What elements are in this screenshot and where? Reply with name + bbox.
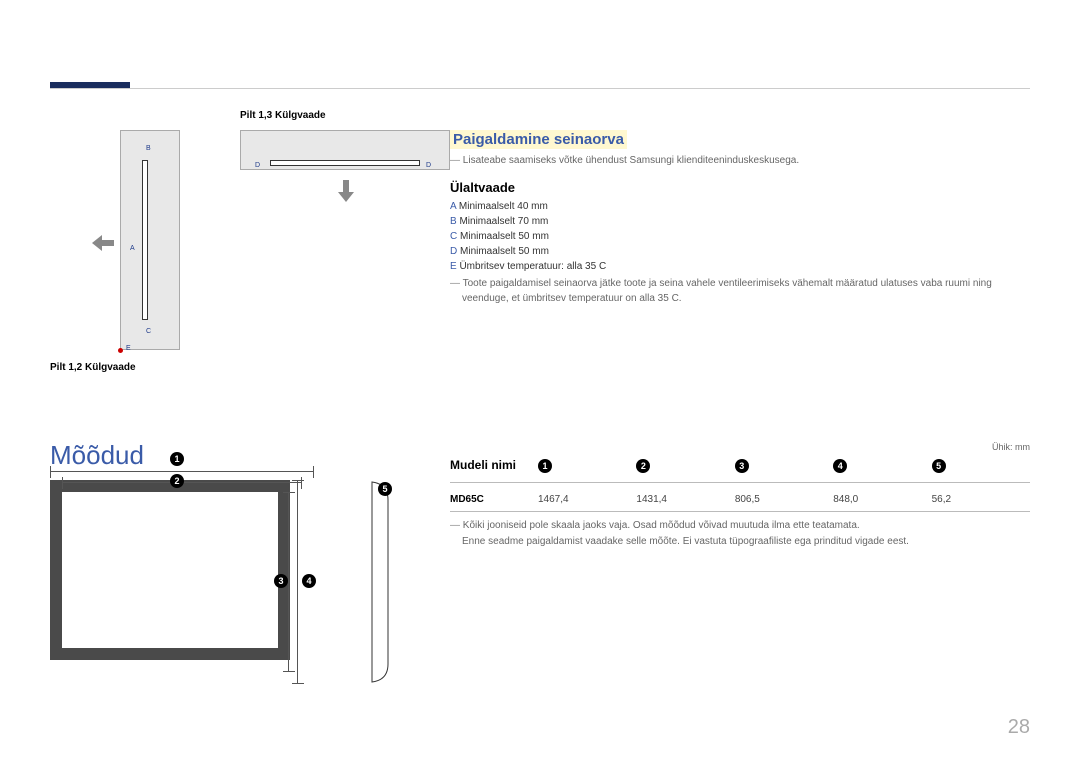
top-rule xyxy=(50,88,1030,89)
header-col-3: 3 xyxy=(735,456,833,474)
dimensions-notes: Kõiki jooniseid pole skaala jaoks vaja. … xyxy=(450,518,1030,550)
dim-marker-5: 5 xyxy=(378,482,392,496)
dim-note-1: Kõiki jooniseid pole skaala jaoks vaja. … xyxy=(450,518,1030,534)
header-col-1: 1 xyxy=(538,456,636,474)
spec-c: C Minimaalselt 50 mm xyxy=(450,231,1030,242)
dim-marker-1: 1 xyxy=(170,452,184,466)
dim-marker-3: 3 xyxy=(274,574,288,588)
letter-d: D xyxy=(450,246,457,257)
side-profile-figure xyxy=(370,480,394,684)
spec-a: A Minimaalselt 40 mm xyxy=(450,201,1030,212)
wall-recess xyxy=(120,130,180,350)
spec-c-text: Minimaalselt 50 mm xyxy=(460,231,549,242)
header-col-5: 5 xyxy=(932,456,1030,474)
dimensions-figure: 1 2 3 4 xyxy=(50,480,290,660)
dot-e-indicator xyxy=(118,348,123,353)
install-text: Paigaldamine seinaorva Lisateabe saamise… xyxy=(450,130,1030,306)
header-col-4: 4 xyxy=(833,456,931,474)
install-subheading: Ülaltvaade xyxy=(450,180,1030,195)
dimensions-table-header: Mudeli nimi 1 2 3 4 5 xyxy=(450,456,1030,483)
label-a: A xyxy=(130,245,135,252)
front-panel: 1 2 3 4 xyxy=(50,480,290,660)
label-b: B xyxy=(146,145,151,152)
unit-label: Ühik: mm xyxy=(992,442,1030,452)
header-col-2: 2 xyxy=(636,456,734,474)
dim-marker-4: 4 xyxy=(302,574,316,588)
dim-note-2: Enne seadme paigaldamist vaadake selle m… xyxy=(450,534,1030,550)
page-number: 28 xyxy=(1008,716,1030,739)
val-5: 56,2 xyxy=(932,494,1030,505)
label-d-left: D xyxy=(255,162,260,169)
install-title: Paigaldamine seinaorva xyxy=(450,130,627,149)
dim-marker-2: 2 xyxy=(170,474,184,488)
dimensions-table-row: MD65C 1467,4 1431,4 806,5 848,0 56,2 xyxy=(450,490,1030,512)
device-top xyxy=(270,160,420,166)
label-d-right: D xyxy=(426,162,431,169)
spec-e: E Ümbritsev temperatuur: alla 35 C xyxy=(450,261,1030,272)
label-c: C xyxy=(146,328,151,335)
val-1: 1467,4 xyxy=(538,494,636,505)
install-body: Toote paigaldamisel seinaorva jätke toot… xyxy=(450,276,1030,306)
spec-d: D Minimaalselt 50 mm xyxy=(450,246,1030,257)
model-name: MD65C xyxy=(450,494,538,505)
val-2: 1431,4 xyxy=(636,494,734,505)
caption-pilt-1-2: Pilt 1,2 Külgvaade xyxy=(50,362,136,373)
val-3: 806,5 xyxy=(735,494,833,505)
header-model: Mudeli nimi xyxy=(450,458,538,472)
arrow-down-icon xyxy=(338,180,354,207)
letter-c: C xyxy=(450,231,457,242)
arrow-left-icon xyxy=(92,235,114,251)
letter-b: B xyxy=(450,216,457,227)
install-note: Lisateabe saamiseks võtke ühendust Samsu… xyxy=(450,155,1030,166)
spec-d-text: Minimaalselt 50 mm xyxy=(460,246,549,257)
letter-a: A xyxy=(450,201,456,212)
label-e: E xyxy=(126,345,131,352)
val-4: 848,0 xyxy=(833,494,931,505)
spec-b-text: Minimaalselt 70 mm xyxy=(459,216,548,227)
letter-e: E xyxy=(450,261,457,272)
device-profile xyxy=(142,160,148,320)
spec-a-text: Minimaalselt 40 mm xyxy=(459,201,548,212)
caption-pilt-1-3: Pilt 1,3 Külgvaade xyxy=(240,110,326,121)
spec-e-text: Ümbritsev temperatuur: alla 35 C xyxy=(459,261,606,272)
spec-b: B Minimaalselt 70 mm xyxy=(450,216,1030,227)
